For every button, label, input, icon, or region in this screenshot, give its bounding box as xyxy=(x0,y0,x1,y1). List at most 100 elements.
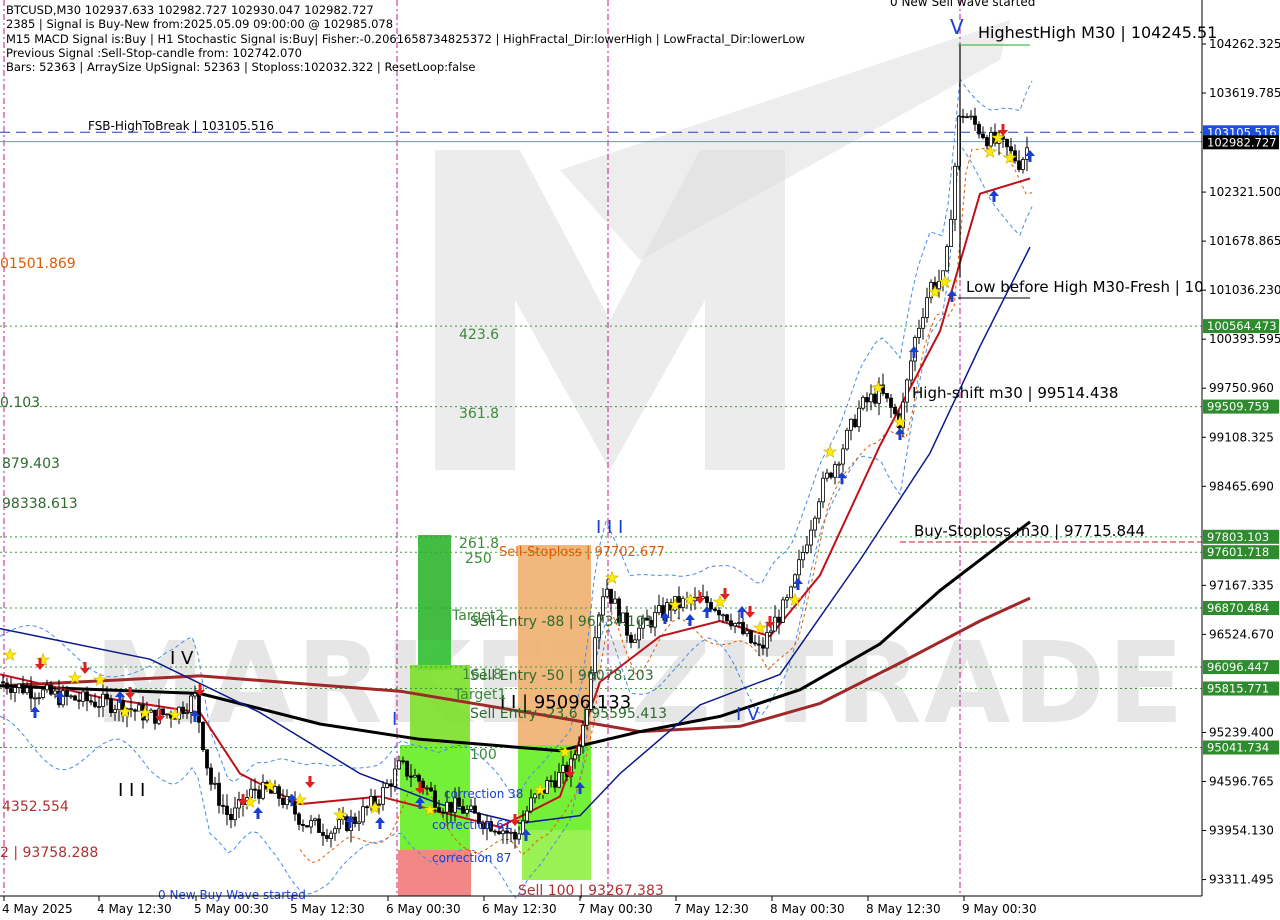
candle-body xyxy=(901,401,905,429)
star-marker-2 xyxy=(67,670,83,685)
candle-body xyxy=(777,616,781,623)
candle-body xyxy=(489,821,493,832)
star-marker-17 xyxy=(682,592,698,607)
candle-body xyxy=(801,552,805,561)
candle-body xyxy=(225,805,229,815)
candle-body xyxy=(461,806,465,814)
price-tag-label: 95041.734 xyxy=(1207,741,1269,755)
candle-body xyxy=(741,622,745,635)
candle-body xyxy=(549,780,553,782)
candle-body xyxy=(505,830,509,834)
candle-body xyxy=(21,683,25,694)
y-tick-label: 95239.400 xyxy=(1209,725,1274,739)
sell-arrow-0 xyxy=(35,658,45,670)
sell-arrow-7 xyxy=(415,782,425,794)
candle-body xyxy=(317,818,321,833)
fib-label-0: 423.6 xyxy=(459,327,499,343)
wave-label-0: V xyxy=(950,15,964,39)
candle-body xyxy=(873,393,877,404)
candle-body xyxy=(449,801,453,813)
annotation-11: correction 61 xyxy=(432,818,511,832)
candle-body xyxy=(509,831,513,834)
x-tick-label: 7 May 00:30 xyxy=(578,902,653,916)
candle-body xyxy=(745,630,749,635)
info-line-previous-signal: Previous Signal :Sell-Stop-candle from: … xyxy=(6,45,303,60)
candle-body xyxy=(273,786,277,794)
candle-body xyxy=(633,639,637,643)
price-tag-label: 97803.103 xyxy=(1207,530,1269,544)
candle-body xyxy=(709,602,713,610)
candle-body xyxy=(601,596,605,616)
candle-body xyxy=(797,559,801,576)
candle-body xyxy=(133,709,137,712)
candle-body xyxy=(357,821,361,824)
candle-body xyxy=(109,698,113,713)
sell-arrow-8 xyxy=(510,814,520,826)
y-tick-label: 99108.325 xyxy=(1209,430,1274,444)
y-tick-label: 100393.595 xyxy=(1209,332,1280,346)
candle-body xyxy=(969,115,973,118)
candle-body xyxy=(237,799,241,809)
annotation-16: 0.103 xyxy=(0,395,40,411)
price-tag-label: 99509.759 xyxy=(1207,400,1269,414)
candle-body xyxy=(737,622,741,624)
info-line-bars: Bars: 52363 | ArraySize UpSignal: 52363 … xyxy=(6,60,476,75)
candle-body xyxy=(41,689,45,698)
candle-body xyxy=(513,831,517,840)
candle-body xyxy=(657,605,661,613)
candle-body xyxy=(865,396,869,403)
star-marker-12 xyxy=(422,802,438,817)
annotation-19: 4352.554 xyxy=(2,799,69,815)
signal-markers xyxy=(2,124,1035,841)
buy-arrow-1 xyxy=(55,691,65,703)
candle-body xyxy=(869,393,873,403)
candle-body xyxy=(309,820,313,828)
level-label-fsb: FSB-HighToBreak | 103105.516 xyxy=(88,119,274,133)
candle-body xyxy=(953,165,957,220)
sell-arrow-14 xyxy=(998,124,1008,136)
star-marker-7 xyxy=(242,794,258,809)
candle-body xyxy=(641,617,645,629)
candle-body xyxy=(893,406,897,415)
annotation-15: 01501.869 xyxy=(0,256,76,272)
candle-body xyxy=(113,709,117,713)
price-tag-bg xyxy=(1203,319,1279,334)
candle-body xyxy=(97,706,101,708)
candle-body xyxy=(653,612,657,628)
price-tag-label: 102982.727 xyxy=(1207,135,1277,149)
candle-body xyxy=(213,782,217,785)
star-marker-21 xyxy=(822,444,838,459)
candle-body xyxy=(293,801,297,815)
annotation-0: HighestHigh M30 | 104245.51 xyxy=(978,23,1217,42)
annotation-9: Sell 100 | 93267.383 xyxy=(518,883,664,899)
candle-body xyxy=(597,614,601,639)
candle-body xyxy=(485,821,489,830)
fib-label-1: 361.8 xyxy=(459,406,499,422)
buy-arrow-0 xyxy=(30,706,40,718)
candle-body xyxy=(197,692,201,723)
star-marker-0 xyxy=(2,647,18,662)
candle-body xyxy=(965,116,969,119)
moving-averages xyxy=(0,177,1031,828)
candle-body xyxy=(65,690,69,697)
candle-body xyxy=(593,637,597,674)
ma-black xyxy=(0,520,1031,753)
y-tick-label: 94596.765 xyxy=(1209,774,1274,788)
wave-label-4: I I I xyxy=(596,517,623,538)
candle-body xyxy=(945,246,949,272)
candle-body xyxy=(277,786,281,799)
candle-body xyxy=(425,787,429,790)
star-marker-14 xyxy=(557,744,573,759)
candle-body xyxy=(421,780,425,789)
candle-body xyxy=(981,133,985,139)
candle-body xyxy=(73,695,77,701)
candle-body xyxy=(813,517,817,531)
candle-body xyxy=(545,780,549,794)
candle-body xyxy=(5,682,9,689)
candle-body xyxy=(525,810,529,822)
candle-body xyxy=(333,828,337,834)
annotation-12: correction 87 xyxy=(432,851,511,865)
candle-body xyxy=(605,588,609,598)
candle-body xyxy=(853,418,857,428)
star-marker-10 xyxy=(332,807,348,822)
